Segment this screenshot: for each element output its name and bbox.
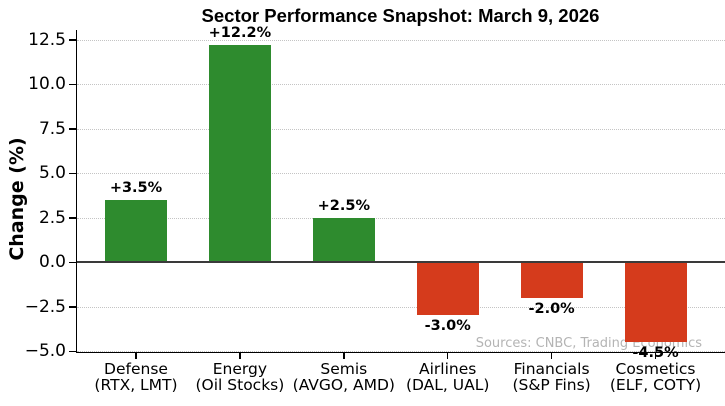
bar [416,262,479,316]
gridline [77,217,725,219]
y-tick-mark [69,350,77,352]
x-tick-label-sector: Energy [212,360,268,378]
y-tick-label: 12.5 [28,29,66,50]
y-tick-mark [69,306,77,308]
bar [520,262,583,298]
y-tick-mark [69,261,77,263]
x-tick-mark [550,353,553,359]
x-tick-label: Airlines (DAL, UAL) [383,360,513,394]
gridline [77,39,725,41]
x-tick-label: Energy (Oil Stocks) [175,360,305,394]
x-tick-label-sector: Defense [104,360,168,378]
gridline [77,173,725,174]
x-tick-label-tickers: (Oil Stocks) [195,375,285,394]
y-tick-mark [69,128,77,130]
gridline [77,306,725,308]
y-tick-label: −5.0 [24,341,66,361]
y-tick-label: 0.0 [38,252,66,272]
gridline [77,84,725,85]
x-tick-label: Financials (S&P Fins) [487,360,617,394]
x-tick-label-sector: Financials [513,360,590,378]
y-tick-label: 2.5 [38,207,66,228]
zero-baseline [76,261,725,263]
x-tick-label-sector: Semis [320,360,368,378]
gridline [77,351,725,352]
x-tick-mark [239,353,241,359]
bar [624,262,687,343]
y-tick-label: 10.0 [28,74,66,94]
gridline [77,128,725,130]
x-tick-label: Defense (RTX, LMT) [71,360,201,394]
chart-title: Sector Performance Snapshot: March 9, 20… [201,5,600,26]
x-tick-label-sector: Airlines [419,360,477,378]
x-tick-mark [343,353,345,359]
bar [105,199,167,262]
y-tick-mark [69,39,77,41]
y-tick-label: −2.5 [24,296,66,317]
x-tick-label: Semis (AVGO, AMD) [279,360,409,394]
bar [208,44,271,262]
x-tick-mark [135,353,137,359]
x-tick-label-tickers: (S&P Fins) [512,375,591,394]
x-tick-label-tickers: (AVGO, AMD) [292,375,395,394]
bar-value-label: +2.5% [317,197,370,214]
x-tick-label: Cosmetics (ELF, COTY) [591,360,721,394]
y-tick-mark [69,172,77,174]
bar-value-label: -2.0% [528,300,575,317]
x-tick-label-tickers: (ELF, COTY) [609,375,702,394]
y-tick-label: 7.5 [38,118,66,139]
bar-value-label: -3.0% [424,318,471,335]
x-tick-mark [654,353,657,359]
bar [312,217,375,262]
y-tick-mark [69,217,77,219]
x-tick-label-tickers: (RTX, LMT) [94,375,178,394]
bar-value-label: +12.2% [208,24,272,41]
x-tick-label-sector: Cosmetics [615,360,696,378]
y-axis-label: Change (%) [6,137,28,261]
y-tick-mark [69,83,77,85]
bar-value-label: +3.5% [109,179,163,196]
x-tick-mark [446,353,449,359]
y-tick-label: 5.0 [38,163,66,183]
x-tick-label-tickers: (DAL, UAL) [405,375,490,394]
